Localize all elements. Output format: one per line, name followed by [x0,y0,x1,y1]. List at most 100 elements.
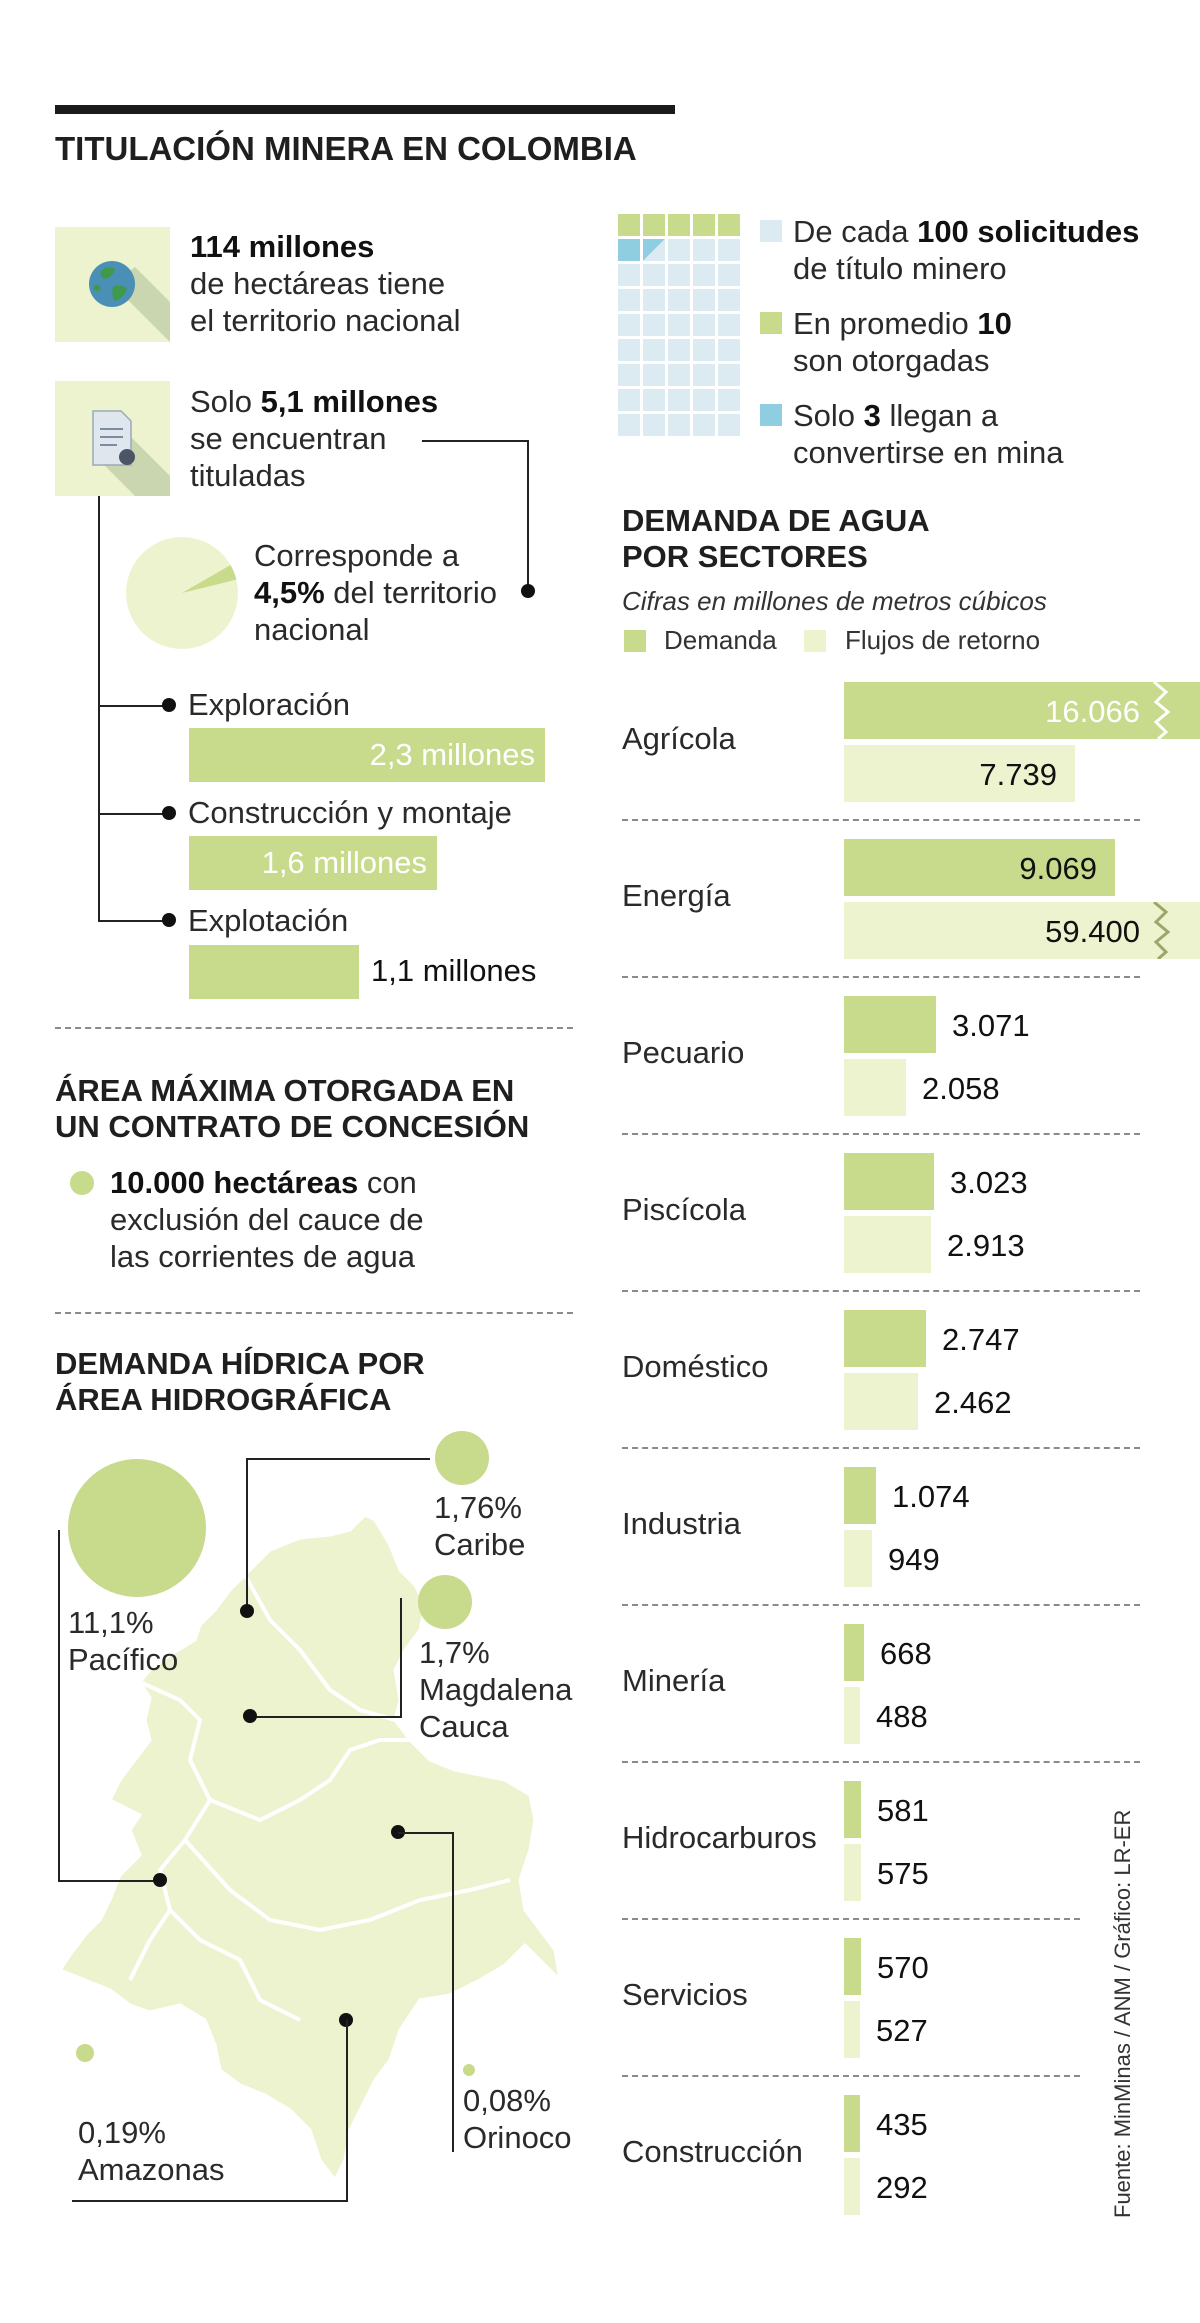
legend-prefix: En promedio [793,306,978,341]
row-divider [622,2075,1080,2077]
concession-rest: con [358,1165,417,1200]
request-cell [668,264,690,286]
request-cell [718,364,740,386]
legend-swatch-requests [760,220,782,242]
stage-dot [162,913,176,927]
legend-text-requests: De cada 100 solicitudes de título minero [793,213,1139,287]
request-cell [693,289,715,311]
region-border [168,1908,301,2022]
hydro-label-pacifico: 11,1% Pacífico [68,1604,178,1678]
hydro-title-line1: DEMANDA HÍDRICA POR [55,1346,425,1381]
bubble-pacifico [68,1459,206,1597]
row-divider [622,1918,1080,1920]
truncation-zigzag [1153,902,1171,959]
hydro-name: Orinoco [463,2120,572,2155]
chart-title-line2: POR SECTORES [622,539,868,574]
bar-retorno [844,1373,918,1430]
titled-line2: se encuentran [190,421,387,456]
titled-prefix: Solo [190,384,261,419]
request-cell [718,414,740,436]
hydro-name: Caribe [434,1527,526,1562]
request-cell [643,314,665,336]
bar-value-label: 1.074 [892,1479,970,1514]
hydro-name: Magdalena [419,1672,573,1707]
bar-value-label: 59.400 [1045,914,1140,949]
legend-prefix: Solo [793,398,864,433]
bar-retorno [844,2158,860,2215]
legend-swatch-mines [760,404,782,426]
request-cell [668,314,690,336]
share-pie-slice [182,565,237,593]
request-cell [718,289,740,311]
territory-line2: de hectáreas tiene [190,266,446,301]
bubble-amazonas [75,2043,95,2063]
share-line1: Corresponde a [254,538,460,573]
bar-retorno [844,1844,861,1901]
hydro-value: 1,76% [434,1490,522,1525]
bar-demanda [844,682,1200,739]
request-cell [693,264,715,286]
leader-dot [240,1604,254,1618]
request-cell [643,264,665,286]
bar-value-label: 488 [876,1699,928,1734]
stage-value-construccion: 1,6 millones [261,845,427,880]
chart-title: DEMANDA DE AGUA POR SECTORES [622,503,930,575]
stage-bar-explotacion [189,945,359,999]
request-cell [718,389,740,411]
request-cell [693,339,715,361]
truncation-zigzag [1153,682,1171,739]
request-cell [718,339,740,361]
leader-line [246,1458,430,1460]
request-cell [643,289,665,311]
bullet-dot [70,1171,94,1195]
bar-retorno [844,2001,860,2058]
stage-bar-construccion: 1,6 millones [189,836,437,890]
territory-text: 114 millones de hectáreas tiene el terri… [190,228,461,339]
titled-icon-box [55,381,170,496]
share-text: Corresponde a 4,5% del territorio nacion… [254,537,497,648]
titled-text: Solo 5,1 millones se encuentran titulada… [190,383,438,494]
sector-label: Servicios [622,1977,748,2012]
request-cell [643,339,665,361]
row-divider [622,1290,1140,1292]
concession-line3: las corrientes de agua [110,1239,416,1274]
page-title: TITULACIÓN MINERA EN COLOMBIA [55,130,637,167]
sector-label: Doméstico [622,1349,769,1384]
request-cell [668,389,690,411]
request-cell [618,364,640,386]
concession-title: ÁREA MÁXIMA OTORGADA EN UN CONTRATO DE C… [55,1073,529,1145]
bar-retorno [844,902,1200,959]
request-cell [618,389,640,411]
chart-title-line1: DEMANDA DE AGUA [622,503,930,538]
bar-value-label: 2.462 [934,1385,1012,1420]
leader-line [58,1880,161,1882]
request-cell [643,414,665,436]
legend-bold: 10 [977,306,1012,341]
bar-value-label: 575 [877,1856,929,1891]
request-cell [618,239,640,261]
chart-legend-retorno: Flujos de retorno [845,625,1041,655]
hydro-value: 1,7% [419,1635,490,1670]
share-pie [126,537,238,649]
hydro-title-line2: ÁREA HIDROGRÁFICA [55,1382,392,1417]
request-cell [643,214,665,236]
request-cell [668,414,690,436]
section-divider [55,1312,573,1314]
sector-label: Agrícola [622,721,736,756]
chart-legend-swatch-retorno [804,630,826,652]
bar-value-label: 2.058 [922,1071,1000,1106]
hydro-name: Cauca [419,1709,509,1744]
legend-rest: llegan a [880,398,999,433]
legend-line2: convertirse en mina [793,435,1064,470]
bar-demanda [844,1624,864,1681]
request-cell [693,389,715,411]
bar-value-label: 3.071 [952,1008,1030,1043]
legend-swatch-granted [760,312,782,334]
legend-line2: son otorgadas [793,343,990,378]
hydro-value: 0,08% [463,2083,551,2118]
bar-retorno [844,745,1075,802]
bar-demanda [844,1310,926,1367]
stage-branch [98,920,170,922]
request-cell [668,214,690,236]
